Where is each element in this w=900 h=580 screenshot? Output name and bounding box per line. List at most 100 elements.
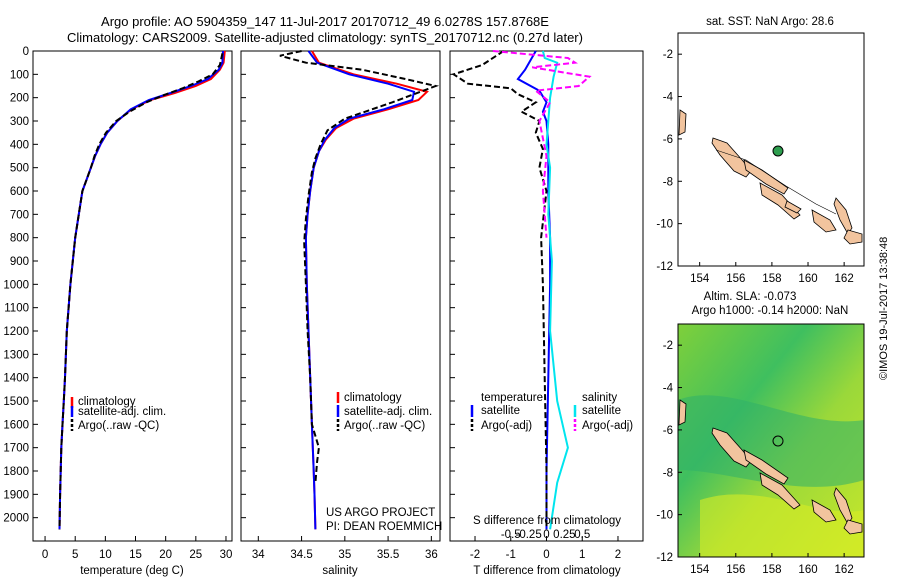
depth-ytick-label-3: 300 [10, 116, 29, 128]
sla-map-title-line-2: Argo h1000: -0.14 h2000: NaN [692, 305, 849, 317]
depth-ytick-label-13: 1300 [3, 349, 29, 361]
difference-legend-t-satellite: satellite [481, 405, 520, 417]
depth-ytick-label-14: 1400 [3, 373, 29, 385]
difference-t-xtick-label-2: 0 [543, 549, 549, 561]
temperature-plot-frame [32, 50, 233, 542]
sst-map-ytick-label-4: -10 [656, 219, 673, 231]
sst-map-ytick-label-0: -2 [663, 49, 673, 61]
sst-map-xtick-label-1: 156 [726, 273, 745, 285]
sla-map-xtick-label-2: 158 [762, 564, 781, 576]
sla-map-xtick-label-3: 160 [798, 564, 817, 576]
sla-map-xtick-label-4: 162 [835, 564, 854, 576]
difference-s-xtick-label-3: 0.25 [553, 529, 575, 541]
difference-xlabel-top: S difference from climatology [473, 515, 621, 527]
sst-map-xtick-label-3: 160 [798, 273, 817, 285]
depth-ytick-label-7: 700 [10, 209, 29, 221]
temperature-legend: climatology satellite-adj. clim. Argo(..… [70, 396, 166, 432]
sst-map-xtick-label-4: 162 [835, 273, 854, 285]
temperature-xtick-label-5: 25 [189, 549, 202, 561]
depth-ytick-label-19: 1900 [3, 489, 29, 501]
depth-ytick-label-1: 100 [10, 69, 29, 81]
sst-argo-location [772, 145, 784, 157]
difference-t-xtick-label-1: -1 [506, 549, 516, 561]
sla-argo-location [772, 435, 784, 447]
sla-map-title-line-1: Altim. SLA: -0.073 [704, 291, 797, 303]
salinity-annotation-pi: PI: DEAN ROEMMICH [326, 521, 442, 533]
sst-map-panel: sat. SST: NaN Argo: 28.6 154 156 158 160 162… [656, 16, 865, 285]
difference-t-xtick-label-3: 1 [579, 549, 585, 561]
difference-panel: -2 -1 0 1 2 -0.5-0.25 0 0.250.5 S difference fr… [449, 50, 644, 577]
sst-map-frame [677, 32, 865, 267]
salinity-plot-frame [240, 50, 441, 542]
temperature-legend-climatology: climatology [78, 396, 136, 408]
temperature-legend-argo: Argo(..raw -QC) [78, 420, 159, 432]
s-plot-series-2 [279, 50, 440, 483]
sla-map-greener-band [678, 395, 864, 487]
sla-map-ytick-label-2: -6 [663, 425, 673, 437]
d-plot-series-3 [492, 50, 592, 238]
d-plot-series-1 [451, 50, 548, 530]
depth-ytick-label-2: 200 [10, 93, 29, 105]
sst-map-xtick-label-2: 158 [762, 273, 781, 285]
difference-legend-s-satellite: satellite [582, 405, 621, 417]
salinity-xtick-label-0: 34 [252, 549, 265, 561]
depth-ytick-label-5: 500 [10, 163, 29, 175]
difference-legend-t-argo: Argo(-adj) [481, 420, 532, 432]
sst-map-ytick-label-2: -6 [663, 134, 673, 146]
t-plot-series-0 [58, 50, 226, 530]
difference-legend-temperature-header: temperature [481, 392, 543, 404]
sla-map-ytick-label-0: -2 [663, 340, 673, 352]
depth-ytick-label-18: 1800 [3, 466, 29, 478]
difference-legend: temperature salinity satellite Argo(-adj… [470, 392, 633, 432]
depth-ytick-label-15: 1500 [3, 396, 29, 408]
sla-map-xtick-label-1: 156 [726, 564, 745, 576]
depth-ytick-label-17: 1700 [3, 443, 29, 455]
sla-map-ytick-label-1: -4 [663, 383, 674, 395]
s-plot-series-0 [304, 50, 429, 530]
s-plot-series-1 [304, 50, 416, 530]
depth-ytick-label-12: 1200 [3, 326, 29, 338]
temperature-xtick-label-3: 15 [129, 549, 142, 561]
title-line-1: Argo profile: AO 5904359_147 11-Jul-2017… [101, 14, 549, 29]
d-plot-series-2 [541, 50, 569, 530]
sla-map-land [678, 399, 863, 535]
salinity-xtick-label-4: 36 [425, 549, 438, 561]
difference-xlabel: T difference from climatology [473, 565, 620, 577]
difference-t-xtick-label-0: -2 [470, 549, 480, 561]
difference-legend-s-argo: Argo(-adj) [582, 420, 633, 432]
salinity-xtick-label-1: 34.5 [290, 549, 312, 561]
salinity-xtick-label-3: 35.5 [377, 549, 399, 561]
sla-map-frame [677, 323, 865, 558]
temperature-xtick-label-4: 20 [159, 549, 172, 561]
difference-s-xtick-label-4: 0.5 [574, 529, 590, 541]
sla-map-ytick-label-5: -12 [656, 552, 673, 564]
temperature-panel: 0 5 10 15 20 25 300100200300400500600700800900… [3, 46, 233, 577]
sst-map-ytick-label-5: -12 [656, 261, 673, 273]
temperature-xtick-label-2: 10 [99, 549, 112, 561]
difference-legend-salinity-header: salinity [582, 392, 617, 404]
sst-map-ytick-label-1: -4 [663, 92, 674, 104]
sst-map-ytick-label-3: -8 [663, 176, 673, 188]
salinity-legend-satellite: satellite-adj. clim. [344, 406, 432, 418]
sla-map-xtick-label-0: 154 [690, 564, 710, 576]
temperature-xlabel: temperature (deg C) [80, 565, 184, 577]
salinity-legend-climatology: climatology [344, 392, 402, 404]
difference-s-xtick-label-1: -0.25 [516, 529, 542, 541]
imos-timestamp: ©IMOS 19-Jul-2017 13:38:48 [878, 236, 890, 380]
depth-ytick-label-6: 600 [10, 186, 29, 198]
sla-map-panel: Altim. SLA: -0.073 Argo h1000: -0.14 h20… [656, 291, 865, 576]
difference-s-xtick-label-0: -0.5 [501, 529, 521, 541]
depth-ytick-label-8: 800 [10, 233, 29, 245]
temperature-xtick-label-1: 5 [72, 549, 78, 561]
depth-ytick-label-11: 1100 [4, 303, 29, 315]
t-plot-series-1 [58, 50, 224, 530]
temperature-xtick-label-6: 30 [220, 549, 233, 561]
depth-ytick-label-10: 1000 [3, 279, 29, 291]
salinity-panel: 34 34.5 35 35.5 36 salinity climatology sate… [240, 50, 442, 577]
depth-ytick-label-20: 2000 [3, 513, 29, 525]
temperature-xtick-label-0: 0 [42, 549, 48, 561]
sla-map-ytick-label-3: -8 [663, 467, 673, 479]
sst-map-land [678, 109, 863, 245]
depth-ytick-label-16: 1600 [3, 419, 29, 431]
